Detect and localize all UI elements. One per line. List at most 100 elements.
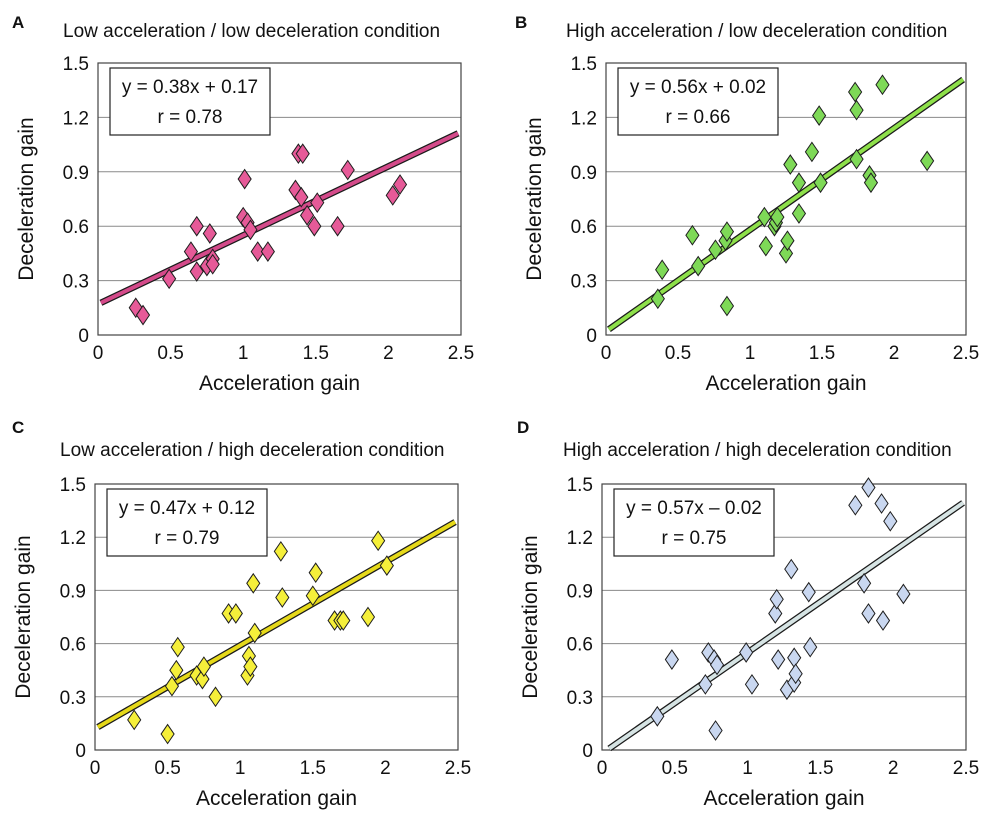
y-tick-label: 0.9	[571, 163, 597, 184]
y-tick-label: 1.5	[571, 54, 597, 75]
data-point	[875, 610, 891, 631]
data-point	[791, 172, 807, 194]
equation-box	[109, 67, 271, 136]
y-tick-label: 0.9	[567, 581, 593, 602]
panel-title: Low acceleration / high deceleration con…	[60, 440, 444, 461]
correlation-r: r = 0.79	[155, 528, 220, 549]
data-point	[849, 148, 864, 170]
data-point	[308, 562, 323, 584]
y-tick-label: 0.3	[567, 688, 593, 709]
data-point	[183, 241, 199, 262]
x-tick-label: 2	[380, 758, 391, 779]
data-point	[243, 219, 258, 241]
y-tick-label: 1.2	[60, 528, 86, 549]
data-point	[771, 649, 786, 670]
x-tick-label: 2	[383, 343, 394, 364]
data-point	[896, 583, 911, 605]
y-axis-label: Deceleration gain	[12, 535, 35, 698]
data-point	[336, 610, 351, 631]
data-point	[883, 510, 898, 532]
data-point	[685, 224, 700, 246]
data-point	[875, 74, 890, 96]
y-tick-label: 1.5	[63, 54, 89, 75]
x-axis-label: Acceleration gain	[705, 372, 866, 395]
data-point	[205, 253, 220, 275]
equation-box	[617, 67, 779, 136]
data-point	[863, 172, 879, 194]
data-point	[189, 215, 204, 237]
y-tick-label: 1.2	[571, 108, 597, 129]
data-point	[299, 204, 315, 226]
equation-box	[613, 488, 775, 557]
data-point	[162, 268, 177, 290]
y-tick-label: 0.6	[60, 635, 86, 656]
plot-frame	[605, 62, 967, 336]
data-point	[307, 215, 322, 237]
x-tick-label: 0.5	[154, 758, 180, 779]
x-tick-label: 0	[597, 758, 608, 779]
y-tick-label: 0	[78, 326, 89, 347]
x-tick-label: 1	[742, 758, 753, 779]
plot-frame	[94, 483, 459, 751]
x-tick-label: 1.5	[300, 758, 326, 779]
data-point	[202, 223, 217, 244]
x-tick-label: 2.5	[953, 343, 979, 364]
panel-label: C	[12, 418, 24, 437]
x-tick-label: 0	[90, 758, 101, 779]
data-point	[650, 288, 665, 310]
regression-equation: y = 0.38x + 0.17	[122, 77, 258, 98]
data-point	[698, 674, 713, 695]
x-tick-label: 2	[889, 343, 900, 364]
data-point	[768, 603, 783, 624]
data-point	[784, 558, 799, 580]
data-point	[848, 81, 863, 103]
x-tick-label: 1.5	[807, 758, 833, 779]
x-tick-label: 2.5	[953, 758, 979, 779]
plot-frame	[601, 483, 967, 751]
y-tick-label: 1.2	[567, 528, 593, 549]
data-point	[340, 159, 355, 181]
y-tick-label: 0.3	[60, 688, 86, 709]
y-axis-label: Deceleration gain	[523, 117, 546, 280]
data-point	[379, 555, 394, 576]
x-tick-label: 2.5	[448, 343, 474, 364]
data-point	[744, 674, 760, 695]
data-point	[208, 686, 223, 708]
panel-title: Low acceleration / low deceleration cond…	[63, 21, 440, 42]
regression-line	[608, 501, 965, 751]
data-point	[813, 172, 828, 194]
y-tick-label: 0.6	[63, 217, 89, 238]
data-point	[719, 221, 735, 243]
y-tick-label: 0.3	[63, 272, 89, 293]
data-point	[861, 477, 876, 498]
y-axis-label: Deceleration gain	[519, 535, 542, 698]
y-tick-label: 0.6	[567, 635, 593, 656]
data-point	[295, 143, 310, 165]
data-point	[801, 581, 816, 603]
data-point	[770, 206, 785, 228]
data-point	[650, 705, 665, 727]
data-point	[237, 168, 252, 190]
panel-label: B	[515, 13, 527, 32]
data-point	[739, 642, 754, 663]
data-point	[305, 585, 320, 607]
data-point	[664, 649, 679, 670]
data-point	[788, 663, 803, 685]
data-point	[804, 141, 820, 163]
data-point	[330, 215, 345, 237]
plot-frame	[97, 62, 462, 336]
regression-line	[607, 77, 965, 331]
data-point	[849, 99, 864, 121]
data-point	[803, 636, 818, 658]
x-tick-label: 0	[93, 343, 104, 364]
y-tick-label: 1.5	[60, 475, 86, 496]
data-point	[691, 255, 706, 277]
panel-label: A	[12, 13, 24, 32]
y-tick-label: 0.3	[571, 272, 597, 293]
data-point	[294, 186, 309, 208]
data-point	[848, 494, 863, 516]
data-point	[861, 603, 876, 624]
x-axis-label: Acceleration gain	[196, 787, 357, 810]
x-tick-label: 1	[745, 343, 756, 364]
